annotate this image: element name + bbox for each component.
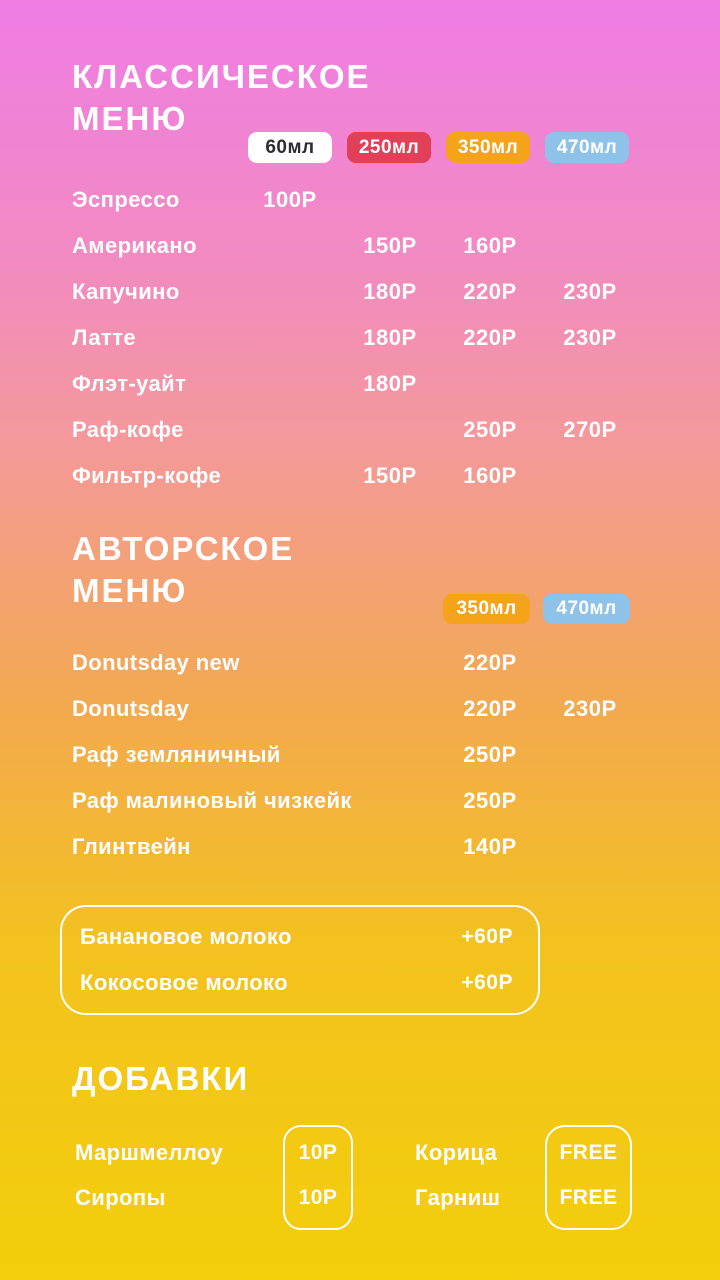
item-price-250ml: 180Р xyxy=(363,279,417,304)
menu-item-row: Глинтвейн 140Р xyxy=(0,824,720,870)
item-name: Латте xyxy=(72,325,137,350)
classic-title-line1: КЛАССИЧЕСКОЕ xyxy=(72,58,371,95)
addons-left-price-box: 10Р 10Р xyxy=(283,1125,353,1230)
menu-item-row: Флэт-уайт 180Р xyxy=(0,361,720,407)
item-name: Раф малиновый чизкейк xyxy=(72,788,352,813)
item-name: Глинтвейн xyxy=(72,834,191,859)
addon-name: Корица xyxy=(415,1139,498,1165)
item-price-350ml: 160Р xyxy=(463,463,517,488)
menu-item-row: Фильтр-кофе 150Р 160Р xyxy=(0,453,720,499)
menu-item-row: Раф малиновый чизкейк 250Р xyxy=(0,778,720,824)
size-badge: 470мл xyxy=(543,594,630,624)
addon-price: FREE xyxy=(559,1185,618,1209)
item-price-470ml: 230Р xyxy=(563,325,617,350)
item-price-350ml: 250Р xyxy=(463,788,517,813)
item-price-250ml: 150Р xyxy=(363,463,417,488)
milk-option-row: Банановое молоко +60Р xyxy=(62,914,538,960)
item-price-470ml: 230Р xyxy=(563,696,617,721)
item-price-250ml: 180Р xyxy=(363,371,417,396)
addons-left-names: Маршмеллоу Сиропы xyxy=(75,1130,335,1220)
item-name: Капучино xyxy=(72,279,180,304)
item-name: Раф-кофе xyxy=(72,417,184,442)
menu-item-row: Donutsday new 220Р xyxy=(0,640,720,686)
item-price-250ml: 180Р xyxy=(363,325,417,350)
menu-item-row: Латте 180Р 220Р 230Р xyxy=(0,315,720,361)
menu-item-row: Капучино 180Р 220Р 230Р xyxy=(0,269,720,315)
menu-item-row: Раф-кофе 250Р 270Р xyxy=(0,407,720,453)
author-title-line2: МЕНЮ xyxy=(72,572,188,609)
author-items: Donutsday new 220Р Donutsday 220Р 230Р Р… xyxy=(0,640,720,870)
addon-price: FREE xyxy=(559,1140,618,1164)
classic-title-line2: МЕНЮ xyxy=(72,100,188,137)
menu-item-row: Эспрессо 100Р xyxy=(0,177,720,223)
author-menu-title: АВТОРСКОЕ МЕНЮ xyxy=(72,528,294,612)
classic-items: Эспрессо 100Р Американо 150Р 160Р Капучи… xyxy=(0,177,720,499)
item-name: Эспрессо xyxy=(72,187,180,212)
addon-name: Сиропы xyxy=(75,1184,166,1210)
item-price-350ml: 220Р xyxy=(463,279,517,304)
item-price-350ml: 250Р xyxy=(463,417,517,442)
author-size-badges: 350мл 470мл xyxy=(443,594,630,624)
addon-name: Гарниш xyxy=(415,1184,501,1210)
item-name: Американо xyxy=(72,233,197,258)
item-price-350ml: 250Р xyxy=(463,742,517,767)
item-price-350ml: 220Р xyxy=(463,696,517,721)
item-price-350ml: 140Р xyxy=(463,834,517,859)
item-price-250ml: 150Р xyxy=(363,233,417,258)
addons-right-names: Корица Гарниш xyxy=(415,1130,675,1220)
milk-name: Кокосовое молоко xyxy=(80,970,288,995)
item-price-350ml: 220Р xyxy=(463,325,517,350)
item-name: Фильтр-кофе xyxy=(72,463,222,488)
item-name: Флэт-уайт xyxy=(72,371,187,396)
item-price-350ml: 220Р xyxy=(463,650,517,675)
menu-item-row: Раф земляничный 250Р xyxy=(0,732,720,778)
milk-options-box: Банановое молоко +60Р Кокосовое молоко +… xyxy=(60,905,540,1015)
addons-title: ДОБАВКИ xyxy=(72,1060,250,1097)
item-price-60ml: 100Р xyxy=(263,187,317,212)
item-price-470ml: 270Р xyxy=(563,417,617,442)
size-badge: 60мл xyxy=(248,132,332,163)
author-title-line1: АВТОРСКОЕ xyxy=(72,530,295,567)
addon-name: Маршмеллоу xyxy=(75,1139,224,1165)
item-price-350ml: 160Р xyxy=(463,233,517,258)
classic-size-badges: 60мл 250мл 350мл 470мл xyxy=(248,132,629,163)
item-price-470ml: 230Р xyxy=(563,279,617,304)
addons-right-price-box: FREE FREE xyxy=(545,1125,632,1230)
milk-option-row: Кокосовое молоко +60Р xyxy=(62,960,538,1006)
milk-price: +60Р xyxy=(461,925,513,948)
item-name: Donutsday xyxy=(72,696,190,721)
item-name: Раф земляничный xyxy=(72,742,281,767)
milk-name: Банановое молоко xyxy=(80,924,292,949)
size-badge: 470мл xyxy=(545,132,629,163)
classic-menu-title: КЛАССИЧЕСКОЕ МЕНЮ xyxy=(72,56,371,140)
addon-price: 10Р xyxy=(298,1185,338,1209)
menu-item-row: Американо 150Р 160Р xyxy=(0,223,720,269)
addon-price: 10Р xyxy=(298,1140,338,1164)
size-badge: 350мл xyxy=(443,594,530,624)
size-badge: 350мл xyxy=(446,132,530,163)
milk-price: +60Р xyxy=(461,971,513,994)
menu-item-row: Donutsday 220Р 230Р xyxy=(0,686,720,732)
size-badge: 250мл xyxy=(347,132,431,163)
item-name: Donutsday new xyxy=(72,650,240,675)
